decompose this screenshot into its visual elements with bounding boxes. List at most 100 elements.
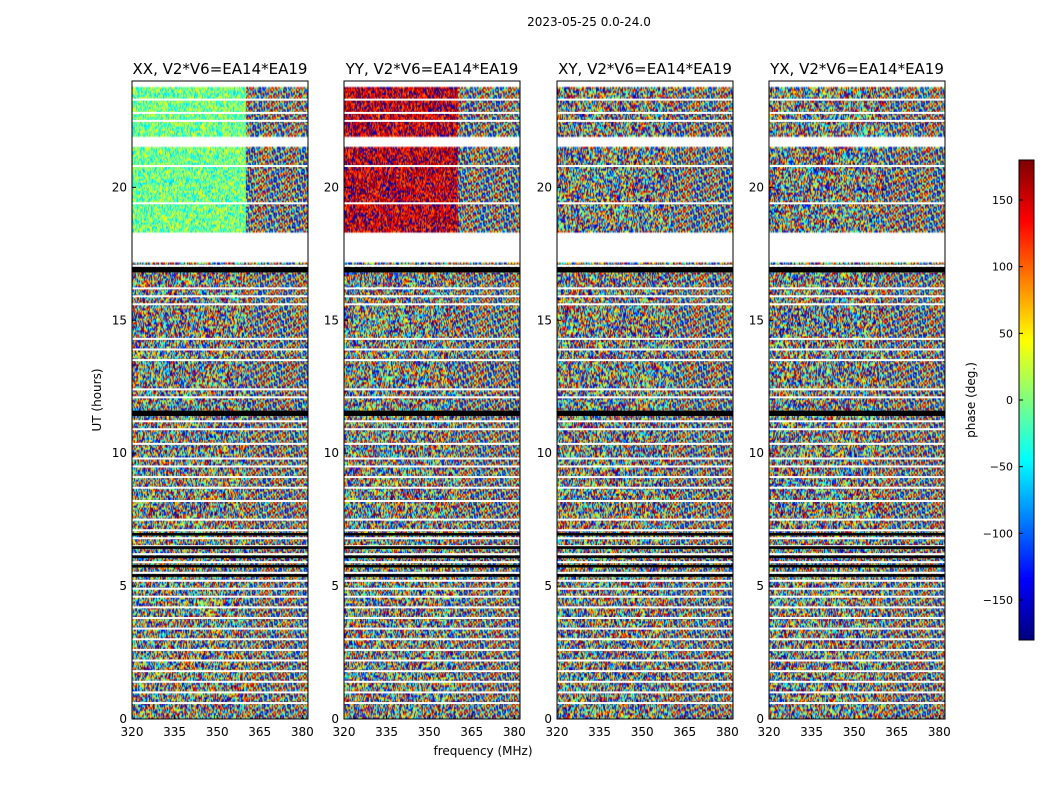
x-tick-label: 365 (885, 725, 908, 739)
flag-line (344, 529, 520, 532)
flag-line (132, 638, 308, 641)
y-tick-label: 15 (324, 313, 339, 327)
flag-line (344, 691, 520, 694)
flag-line (769, 359, 945, 362)
flag-line (344, 111, 520, 114)
flag-line (557, 606, 733, 609)
colorbar-gradient (1019, 160, 1034, 640)
flag-line (132, 680, 308, 683)
flag-line (344, 638, 520, 641)
black-band (132, 546, 308, 549)
flag-line (769, 264, 945, 267)
x-tick-label: 380 (716, 725, 739, 739)
heatmap-raster (344, 81, 520, 719)
flag-line (132, 457, 308, 460)
heatmap-raster (769, 81, 945, 719)
flag-line (557, 571, 733, 574)
flag-line (557, 627, 733, 630)
flag-line (557, 119, 733, 122)
y-tick-label: 0 (331, 712, 339, 726)
y-tick-label: 20 (537, 180, 552, 194)
x-tick-label: 335 (163, 725, 186, 739)
y-tick-label: 10 (324, 446, 339, 460)
flag-line (344, 165, 520, 168)
panel-yx: YX, V2*V6=EA14*EA19 320 335 350 365 380 0 5 10 15… (749, 60, 951, 739)
flag-line (769, 571, 945, 574)
flag-line (769, 119, 945, 122)
x-tick-label: 335 (800, 725, 823, 739)
y-tick-label: 0 (544, 712, 552, 726)
flag-line (557, 702, 733, 705)
flag-line (344, 264, 520, 267)
flag-line (769, 680, 945, 683)
flag-line (132, 202, 308, 205)
flag-line (344, 396, 520, 399)
x-axis-label: frequency (MHz) (433, 744, 532, 758)
flag-line (344, 595, 520, 598)
black-band (132, 555, 308, 559)
flag-line (344, 627, 520, 630)
flag-line (344, 287, 520, 290)
y-tick-label: 0 (756, 712, 764, 726)
flag-line (769, 616, 945, 619)
flag-line (132, 119, 308, 122)
flag-line (344, 518, 520, 521)
panels-layer: XX, V2*V6=EA14*EA19 320 335 350 365 380 0 5 10 15… (112, 60, 951, 739)
flag-line (557, 111, 733, 114)
flag-line (132, 98, 308, 101)
x-tick-label: 365 (673, 725, 696, 739)
black-band (769, 564, 945, 568)
flag-line (344, 553, 520, 556)
flag-line (769, 287, 945, 290)
flag-line (769, 595, 945, 598)
black-band (769, 410, 945, 416)
y-tick-label: 20 (749, 180, 764, 194)
colorbar-tick-label: 100 (992, 261, 1013, 274)
flag-line (769, 659, 945, 662)
x-tick-label: 380 (503, 725, 526, 739)
y-tick-label: 5 (756, 579, 764, 593)
y-tick-label: 20 (112, 180, 127, 194)
x-tick-label: 320 (758, 725, 781, 739)
flag-line (132, 702, 308, 705)
figure-title: 2023-05-25 0.0-24.0 (527, 15, 651, 29)
flag-line (557, 264, 733, 267)
flag-line (557, 295, 733, 298)
flag-line (132, 476, 308, 479)
black-band (557, 564, 733, 568)
flag-line (769, 606, 945, 609)
flag-line (769, 295, 945, 298)
y-tick-label: 10 (749, 446, 764, 460)
flag-line (557, 659, 733, 662)
black-band (557, 546, 733, 549)
flag-line (557, 420, 733, 423)
flag-line (557, 337, 733, 340)
flag-line (769, 500, 945, 503)
flag-line (769, 337, 945, 340)
colorbar: −150 −100 −50 0 50 100 150 (983, 159, 1035, 641)
flag-line (769, 587, 945, 590)
flag-line (557, 553, 733, 556)
flag-line (344, 303, 520, 306)
flag-line (557, 529, 733, 532)
x-tick-label: 320 (121, 725, 144, 739)
black-band (132, 564, 308, 568)
flag-line (557, 648, 733, 651)
y-tick-label: 15 (749, 313, 764, 327)
flag-line (769, 98, 945, 101)
black-band (769, 546, 945, 549)
black-band (344, 532, 520, 536)
flag-line (344, 348, 520, 351)
flag-line (769, 529, 945, 532)
flag-line (557, 486, 733, 489)
flag-line (132, 295, 308, 298)
flag-line (344, 420, 520, 423)
flag-line (344, 476, 520, 479)
y-tick-label: 0 (119, 712, 127, 726)
flag-line (769, 518, 945, 521)
flag-line (769, 428, 945, 431)
flag-line (344, 670, 520, 673)
flag-line (132, 691, 308, 694)
black-band (557, 555, 733, 559)
